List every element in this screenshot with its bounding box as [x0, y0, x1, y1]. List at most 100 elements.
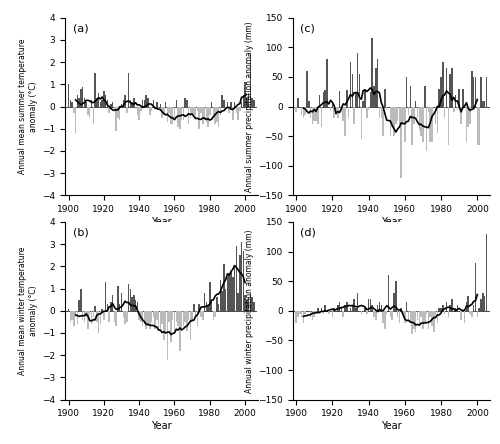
Bar [374, 86, 375, 107]
Bar [202, 107, 203, 124]
Bar [182, 107, 184, 120]
Bar [196, 107, 198, 111]
Bar [202, 311, 203, 320]
Bar [112, 102, 114, 107]
Bar [165, 311, 166, 331]
X-axis label: Year: Year [381, 217, 402, 227]
Bar [195, 107, 196, 118]
Bar [89, 311, 90, 315]
Bar [152, 100, 154, 107]
Bar [448, 311, 449, 317]
Bar [76, 311, 78, 324]
Bar [146, 311, 147, 329]
Bar [184, 311, 186, 322]
Bar [114, 107, 115, 111]
Bar [388, 275, 390, 311]
Bar [196, 311, 198, 326]
Bar [218, 304, 220, 311]
Bar [426, 311, 428, 314]
Y-axis label: Annual summer precipitation anomaly (mm): Annual summer precipitation anomaly (mm) [245, 21, 254, 192]
Bar [160, 311, 161, 329]
Bar [239, 255, 240, 311]
Bar [148, 98, 149, 107]
Bar [299, 311, 300, 314]
Bar [355, 308, 356, 311]
Bar [244, 295, 246, 311]
Bar [468, 296, 469, 311]
Bar [364, 89, 366, 107]
Bar [384, 89, 386, 107]
Bar [214, 107, 216, 124]
Bar [188, 311, 190, 320]
Bar [332, 103, 333, 107]
Bar [236, 246, 237, 311]
Bar [106, 304, 108, 311]
Bar [400, 308, 402, 311]
Bar [114, 311, 115, 322]
Bar [473, 77, 474, 107]
Bar [306, 71, 308, 107]
Bar [362, 101, 364, 107]
Bar [370, 92, 371, 107]
Bar [226, 278, 228, 311]
Bar [135, 300, 136, 311]
Bar [412, 107, 413, 145]
Bar [395, 281, 396, 311]
Bar [455, 308, 456, 311]
Bar [174, 107, 175, 118]
Bar [372, 305, 373, 311]
Bar [328, 311, 330, 314]
Bar [296, 311, 297, 323]
Bar [398, 107, 400, 124]
X-axis label: Year: Year [151, 421, 172, 431]
Bar [408, 311, 409, 320]
Bar [344, 305, 346, 311]
Bar [162, 107, 163, 118]
Bar [72, 102, 73, 107]
Bar [486, 77, 487, 107]
Bar [397, 311, 398, 317]
Bar [442, 305, 444, 311]
Bar [73, 107, 74, 113]
Bar [377, 305, 378, 311]
Bar [402, 311, 404, 314]
Bar [426, 107, 428, 151]
Bar [182, 311, 184, 326]
Bar [324, 90, 326, 107]
Bar [108, 107, 110, 113]
Bar [181, 311, 182, 329]
Bar [440, 308, 442, 311]
Bar [248, 93, 250, 107]
Bar [149, 107, 150, 115]
Bar [174, 311, 175, 333]
Bar [464, 311, 466, 323]
Bar [242, 95, 244, 107]
Bar [98, 311, 100, 333]
Bar [393, 293, 394, 311]
Bar [246, 98, 248, 107]
Bar [75, 311, 76, 317]
Bar [116, 311, 117, 326]
Bar [232, 107, 234, 120]
Bar [168, 107, 170, 113]
Bar [334, 308, 335, 311]
Bar [354, 107, 355, 124]
Bar [404, 311, 406, 323]
Y-axis label: Annual mean winter temperature
anomaly (°C): Annual mean winter temperature anomaly (… [18, 246, 38, 375]
Bar [216, 297, 218, 311]
Bar [206, 107, 207, 122]
Bar [418, 107, 420, 130]
Bar [130, 289, 131, 311]
Bar [250, 293, 251, 311]
Bar [422, 311, 424, 329]
Bar [350, 62, 352, 107]
Bar [80, 289, 82, 311]
Bar [406, 77, 407, 107]
Bar [238, 293, 239, 311]
Bar [435, 107, 436, 124]
Bar [152, 311, 154, 317]
Bar [241, 242, 242, 311]
Bar [304, 107, 306, 115]
Bar [433, 311, 434, 332]
Bar [144, 100, 145, 107]
